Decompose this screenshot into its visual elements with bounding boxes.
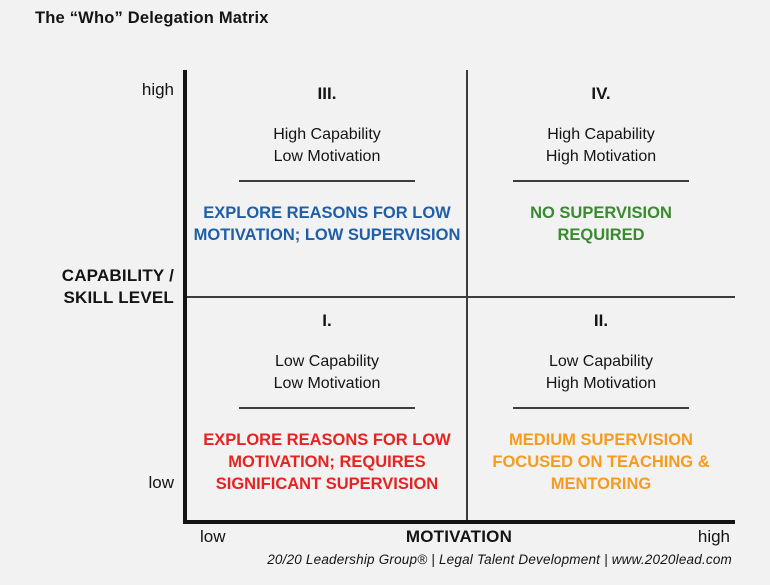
- y-axis-title: CAPABILITY / SKILL LEVEL: [4, 265, 174, 309]
- quadrant-III-description: High Capability Low Motivation: [273, 124, 381, 168]
- quadrant-III-supervision-guidance: EXPLORE REASONS FOR LOW MOTIVATION; LOW …: [193, 204, 461, 244]
- quadrant-II-motivation-line: High Motivation: [545, 375, 657, 392]
- matrix-frame: III. High Capability Low Motivation EXPL…: [183, 70, 735, 524]
- x-axis-high-label: high: [697, 527, 730, 546]
- horizontal-divider-line: [187, 296, 735, 298]
- quadrant-II-description: Low Capability High Motivation: [546, 351, 656, 395]
- quadrant-I-description: Low Capability Low Motivation: [274, 351, 381, 395]
- quadrant-IV-supervision-guidance: NO SUPERVISION REQUIRED: [530, 204, 672, 244]
- quadrant-II-supervision-guidance: MEDIUM SUPERVISION FOCUSED ON TEACHING &…: [492, 431, 710, 493]
- quadrant-II-capability-line: Low Capability: [548, 353, 654, 370]
- quadrant-IV-numeral: IV.: [591, 84, 611, 103]
- quadrant-IV-capability-line: High Capability: [547, 126, 655, 143]
- quadrant-I-motivation-line: Low Motivation: [273, 375, 381, 392]
- quadrant-I: I. Low Capability Low Motivation EXPLORE…: [187, 297, 467, 520]
- quadrant-I-numeral: I.: [322, 311, 332, 330]
- y-axis-low-label: low: [148, 473, 174, 492]
- quadrant-III-separator-line: [239, 180, 415, 182]
- quadrant-I-capability-line: Low Capability: [274, 353, 380, 370]
- y-axis-title-line1: CAPABILITY /: [61, 266, 174, 285]
- y-axis-title-line2: SKILL LEVEL: [63, 288, 174, 307]
- quadrant-II-numeral: II.: [593, 311, 609, 330]
- quadrant-III-motivation-line: Low Motivation: [273, 148, 381, 165]
- quadrant-IV-motivation-line: High Motivation: [545, 148, 657, 165]
- quadrant-I-separator-line: [239, 407, 415, 409]
- quadrant-I-supervision-guidance: EXPLORE REASONS FOR LOW MOTIVATION; REQU…: [203, 431, 451, 493]
- quadrant-II: II. Low Capability High Motivation MEDIU…: [467, 297, 735, 520]
- page-title: The “Who” Delegation Matrix: [35, 9, 269, 27]
- quadrant-grid: III. High Capability Low Motivation EXPL…: [187, 70, 735, 520]
- quadrant-IV: IV. High Capability High Motivation NO S…: [467, 70, 735, 297]
- footer-credit: 20/20 Leadership Group® | Legal Talent D…: [267, 552, 732, 567]
- x-axis-low-label: low: [200, 527, 226, 546]
- quadrant-III-numeral: III.: [317, 84, 337, 103]
- quadrant-IV-description: High Capability High Motivation: [546, 124, 656, 168]
- vertical-divider-line: [466, 70, 468, 520]
- quadrant-III-capability-line: High Capability: [273, 126, 381, 143]
- x-axis-title: MOTIVATION: [405, 527, 513, 546]
- quadrant-IV-separator-line: [513, 180, 689, 182]
- quadrant-II-separator-line: [513, 407, 689, 409]
- quadrant-III: III. High Capability Low Motivation EXPL…: [187, 70, 467, 297]
- y-axis-high-label: high: [141, 80, 174, 99]
